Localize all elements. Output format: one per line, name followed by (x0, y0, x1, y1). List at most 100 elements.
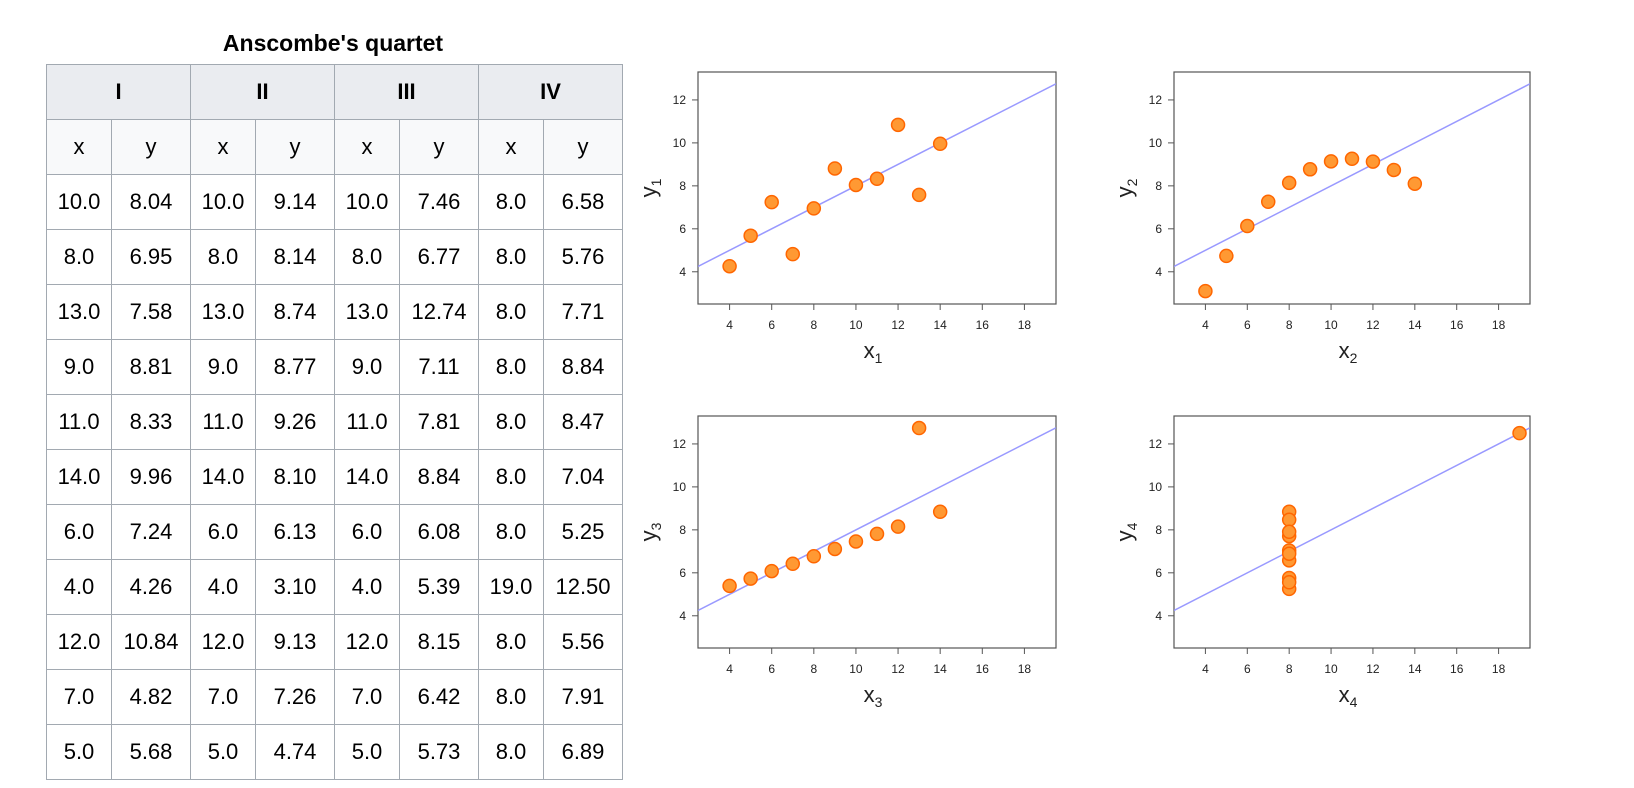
table-cell: 5.73 (399, 724, 479, 780)
x-tick-label: 6 (768, 662, 775, 676)
table-cell: 8.0 (478, 724, 544, 780)
x-tick-label: 16 (1450, 318, 1464, 332)
x-tick-label: 8 (1286, 662, 1293, 676)
table-row: 14.0 9.96 14.0 8.10 14.0 8.84 8.0 7.04 (46, 449, 623, 505)
y-tick-label: 12 (673, 93, 687, 107)
data-point (785, 556, 801, 572)
table-cell: 6.95 (111, 229, 191, 285)
table-cell: 3.10 (255, 559, 335, 615)
table-cell: 4.82 (111, 669, 191, 725)
table-cell: 9.96 (111, 449, 191, 505)
y-axis-label-main: y (1112, 530, 1137, 541)
data-point (1281, 528, 1297, 544)
data-point (1344, 151, 1360, 167)
data-point (806, 549, 822, 564)
data-point (1281, 524, 1297, 540)
y-tick-label: 6 (679, 222, 686, 236)
x-tick-label: 18 (1492, 318, 1506, 332)
table-cell: 5.39 (399, 559, 479, 615)
data-point (1281, 570, 1297, 586)
table-cell: 6.0 (334, 504, 400, 560)
data-point (764, 194, 779, 210)
table-cell: 8.0 (478, 669, 544, 725)
x-tick-label: 16 (976, 318, 990, 332)
table-cell: 4.26 (111, 559, 191, 615)
table-cell: 7.46 (399, 174, 479, 230)
y-tick-label: 10 (673, 480, 687, 494)
y-tick-label: 8 (1155, 179, 1162, 193)
table-cell: 9.14 (255, 174, 335, 230)
table-cell: 8.0 (46, 229, 112, 285)
group-header-row: I II III IV (46, 64, 623, 120)
data-point (932, 504, 948, 520)
data-point (869, 171, 885, 187)
regression-line (698, 427, 1056, 612)
table-cell: 14.0 (46, 449, 112, 505)
table-cell: 10.84 (111, 614, 191, 670)
data-point (743, 571, 758, 586)
table-cell: 4.0 (190, 559, 256, 615)
data-point (1260, 194, 1276, 209)
x-tick-label: 6 (1244, 318, 1251, 332)
plot-frame (697, 71, 1057, 305)
data-point (1198, 283, 1213, 299)
x-tick-label: 18 (1492, 662, 1506, 676)
plot-frame (1173, 415, 1531, 649)
table-cell: 9.0 (190, 339, 256, 395)
table-cell: 7.81 (399, 394, 479, 450)
y-tick-label: 8 (679, 523, 686, 537)
table-cell: 8.10 (255, 449, 335, 505)
x-tick-label: 18 (1018, 318, 1032, 332)
table-row: 7.0 4.82 7.0 7.26 7.0 6.42 8.0 7.91 (46, 669, 623, 725)
data-point (1323, 154, 1339, 169)
table-cell: 14.0 (334, 449, 400, 505)
data-point (1281, 581, 1297, 597)
table-row: 13.0 7.58 13.0 8.74 13.0 12.74 8.0 7.71 (46, 284, 623, 340)
column-header-x: x (334, 119, 400, 175)
y-tick-label: 8 (1155, 523, 1162, 537)
x-axis-label: x3 (864, 682, 883, 710)
plot-frame (1173, 71, 1531, 305)
table-cell: 6.08 (399, 504, 479, 560)
table-cell: 12.50 (543, 559, 623, 615)
data-point (722, 258, 737, 274)
regression-line (1174, 83, 1530, 268)
y-tick-label: 4 (679, 609, 686, 623)
data-point (1281, 175, 1297, 191)
table-cell: 9.26 (255, 394, 335, 450)
group-header: IV (478, 64, 623, 120)
data-point (932, 136, 948, 151)
table-cell: 12.0 (334, 614, 400, 670)
x-tick-label: 14 (933, 318, 947, 332)
y-tick-label: 10 (1149, 480, 1163, 494)
x-axis-label-subscript: 4 (1350, 694, 1358, 710)
table-cell: 7.0 (334, 669, 400, 725)
table-cell: 8.81 (111, 339, 191, 395)
y-tick-label: 10 (1149, 136, 1163, 150)
x-axis-label: x4 (1339, 682, 1358, 710)
x-tick-label: 8 (810, 662, 817, 676)
table-cell: 14.0 (190, 449, 256, 505)
table-cell: 8.0 (478, 339, 544, 395)
data-point (1219, 248, 1234, 264)
data-point (911, 187, 927, 203)
table-cell: 9.13 (255, 614, 335, 670)
table-row: 6.0 7.24 6.0 6.13 6.0 6.08 8.0 5.25 (46, 504, 623, 560)
y-tick-label: 10 (673, 136, 687, 150)
table-cell: 12.0 (190, 614, 256, 670)
table-cell: 8.47 (543, 394, 623, 450)
table-cell: 8.0 (478, 284, 544, 340)
y-axis-label: y1 (636, 178, 664, 197)
table-cell: 5.25 (543, 504, 623, 560)
x-tick-label: 4 (726, 318, 733, 332)
data-point (743, 228, 758, 243)
table-row: 5.0 5.68 5.0 4.74 5.0 5.73 8.0 6.89 (46, 724, 623, 780)
column-header-x: x (190, 119, 256, 175)
table-cell: 4.0 (46, 559, 112, 615)
table-cell: 7.11 (399, 339, 479, 395)
x-axis-label-main: x (864, 682, 875, 707)
x-tick-label: 12 (891, 662, 905, 676)
x-tick-label: 12 (1366, 318, 1380, 332)
y-axis-label-main: y (636, 186, 661, 197)
